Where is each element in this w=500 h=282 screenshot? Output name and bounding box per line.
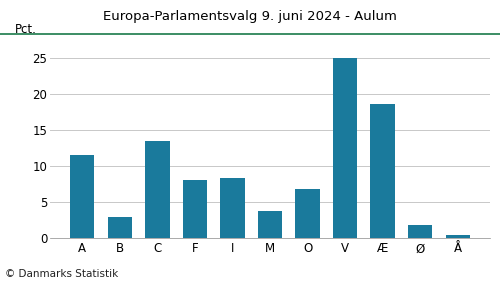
Bar bbox=[108, 217, 132, 238]
Bar bbox=[333, 58, 357, 238]
Text: Europa-Parlamentsvalg 9. juni 2024 - Aulum: Europa-Parlamentsvalg 9. juni 2024 - Aul… bbox=[103, 10, 397, 23]
Text: © Danmarks Statistik: © Danmarks Statistik bbox=[5, 269, 118, 279]
Bar bbox=[408, 225, 432, 238]
Bar bbox=[70, 155, 94, 238]
Bar bbox=[258, 211, 282, 238]
Bar bbox=[182, 180, 207, 238]
Bar bbox=[370, 103, 395, 238]
Bar bbox=[145, 141, 170, 238]
Bar bbox=[220, 179, 244, 238]
Text: Pct.: Pct. bbox=[15, 23, 36, 36]
Bar bbox=[446, 235, 470, 238]
Bar bbox=[296, 189, 320, 238]
